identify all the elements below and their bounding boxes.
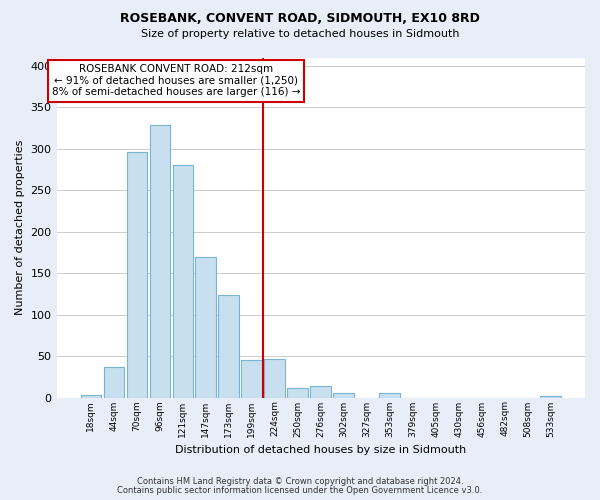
X-axis label: Distribution of detached houses by size in Sidmouth: Distribution of detached houses by size … — [175, 445, 466, 455]
Text: Contains public sector information licensed under the Open Government Licence v3: Contains public sector information licen… — [118, 486, 482, 495]
Bar — [104, 367, 124, 398]
Bar — [287, 388, 308, 398]
Text: Size of property relative to detached houses in Sidmouth: Size of property relative to detached ho… — [141, 29, 459, 39]
Bar — [127, 152, 147, 398]
Text: ROSEBANK CONVENT ROAD: 212sqm
← 91% of detached houses are smaller (1,250)
8% of: ROSEBANK CONVENT ROAD: 212sqm ← 91% of d… — [52, 64, 300, 98]
Bar — [218, 294, 239, 398]
Bar — [310, 386, 331, 398]
Text: Contains HM Land Registry data © Crown copyright and database right 2024.: Contains HM Land Registry data © Crown c… — [137, 477, 463, 486]
Text: ROSEBANK, CONVENT ROAD, SIDMOUTH, EX10 8RD: ROSEBANK, CONVENT ROAD, SIDMOUTH, EX10 8… — [120, 12, 480, 26]
Bar — [540, 396, 561, 398]
Bar — [241, 360, 262, 398]
Bar — [173, 166, 193, 398]
Bar — [149, 124, 170, 398]
Y-axis label: Number of detached properties: Number of detached properties — [15, 140, 25, 315]
Bar — [379, 394, 400, 398]
Bar — [334, 394, 354, 398]
Bar — [265, 360, 285, 398]
Bar — [80, 395, 101, 398]
Bar — [196, 256, 216, 398]
